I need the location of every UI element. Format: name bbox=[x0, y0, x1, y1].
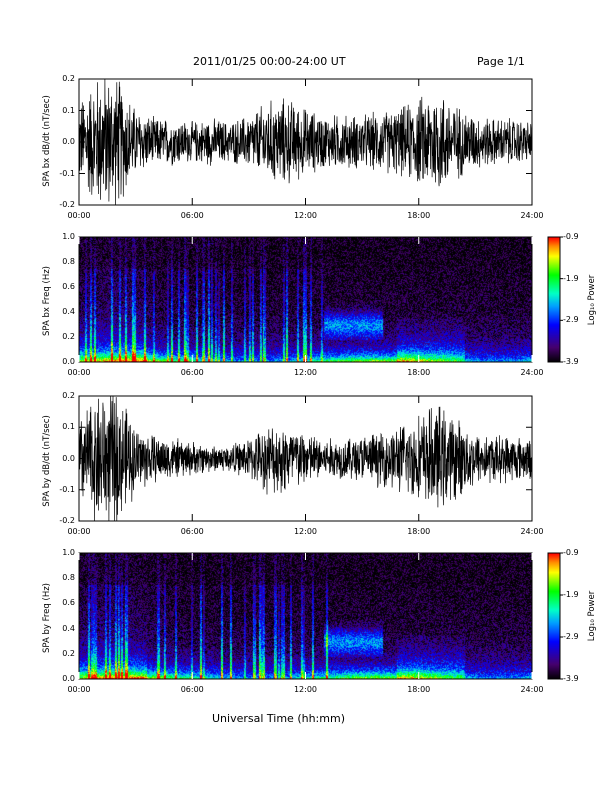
ytick-label-3-1: -0.1 bbox=[59, 484, 75, 494]
colorbar-tick-2-1: -1.9 bbox=[563, 273, 579, 283]
ytick-label-2-1: 0.2 bbox=[62, 332, 75, 341]
ytick-label-3-4: 0.2 bbox=[62, 391, 75, 400]
xtick-label-1-2: 12:00 bbox=[293, 211, 318, 220]
xtick-label-2-2: 12:00 bbox=[293, 368, 318, 377]
ytick-label-2-2: 0.4 bbox=[62, 307, 75, 316]
spectrogram-bx bbox=[79, 237, 532, 362]
page-indicator: Page 1/1 bbox=[477, 55, 525, 68]
ytick-label-2-4: 0.8 bbox=[62, 257, 75, 266]
waveform-series-3 bbox=[79, 396, 532, 521]
ytick-label-4-0: 0.0 bbox=[62, 674, 75, 683]
xtick-label-3-4: 24:00 bbox=[520, 527, 544, 536]
xtick-label-2-0: 00:00 bbox=[67, 368, 91, 377]
xtick-label-2-3: 18:00 bbox=[407, 368, 431, 377]
colorbar-tick-4-0: -0.9 bbox=[563, 548, 579, 557]
colorbar-tick-2-0: -0.9 bbox=[563, 232, 579, 241]
ytick-label-1-0: -0.2 bbox=[59, 200, 75, 209]
ytick-label-1-1: -0.1 bbox=[59, 168, 75, 178]
figure-title: 2011/01/25 00:00-24:00 UT bbox=[193, 55, 346, 68]
x-axis-title: Universal Time (hh:mm) bbox=[212, 712, 345, 725]
colorbar-by bbox=[548, 553, 560, 679]
ytick-label-4-5: 1.0 bbox=[62, 548, 75, 557]
waveform-series-1 bbox=[79, 79, 532, 205]
colorbar-tick-4-2: -2.9 bbox=[563, 632, 579, 641]
ytick-label-2-5: 1.0 bbox=[62, 232, 75, 241]
xtick-label-4-2: 12:00 bbox=[293, 685, 318, 694]
xtick-label-1-3: 18:00 bbox=[407, 211, 431, 220]
ytick-label-2-0: 0.0 bbox=[62, 357, 75, 366]
xtick-label-4-3: 18:00 bbox=[407, 685, 431, 694]
xtick-label-2-4: 24:00 bbox=[520, 368, 544, 377]
ytick-label-4-1: 0.2 bbox=[62, 648, 75, 658]
xtick-label-1-1: 06:00 bbox=[180, 211, 204, 220]
plot-frame-4 bbox=[78, 552, 533, 680]
colorbar-bx bbox=[548, 237, 560, 362]
ytick-label-3-0: -0.2 bbox=[59, 516, 75, 525]
xtick-label-3-0: 00:00 bbox=[67, 527, 91, 536]
xtick-label-1-4: 24:00 bbox=[520, 211, 544, 220]
colorbar-tick-4-1: -1.9 bbox=[563, 590, 579, 599]
spectrogram-by bbox=[79, 553, 532, 679]
xtick-label-3-1: 06:00 bbox=[180, 527, 204, 536]
xtick-label-4-4: 24:00 bbox=[520, 685, 544, 694]
xtick-label-3-3: 18:00 bbox=[407, 527, 431, 536]
ytick-label-2-3: 0.6 bbox=[62, 282, 75, 291]
ytick-label-4-3: 0.6 bbox=[62, 598, 75, 608]
colorbar-tick-4-3: -3.9 bbox=[563, 674, 579, 683]
ytick-label-3-2: 0.0 bbox=[62, 453, 75, 463]
xtick-label-1-0: 00:00 bbox=[67, 211, 91, 220]
ytick-label-1-3: 0.1 bbox=[62, 105, 75, 115]
xtick-label-4-1: 06:00 bbox=[180, 685, 204, 694]
xtick-label-2-1: 06:00 bbox=[180, 368, 204, 377]
colorbar-frame bbox=[547, 236, 561, 363]
ytick-label-1-2: 0.0 bbox=[62, 137, 75, 146]
ytick-label-1-4: 0.2 bbox=[62, 74, 75, 83]
xtick-label-4-0: 00:00 bbox=[67, 685, 91, 694]
colorbar-tick-2-2: -2.9 bbox=[563, 315, 579, 325]
ytick-label-4-4: 0.8 bbox=[62, 573, 75, 583]
ytick-label-4-2: 0.4 bbox=[62, 623, 75, 633]
colorbar-frame bbox=[547, 552, 561, 680]
xtick-label-3-2: 12:00 bbox=[293, 527, 318, 536]
colorbar-tick-2-3: -3.9 bbox=[563, 357, 579, 366]
ytick-label-3-3: 0.1 bbox=[62, 422, 75, 432]
